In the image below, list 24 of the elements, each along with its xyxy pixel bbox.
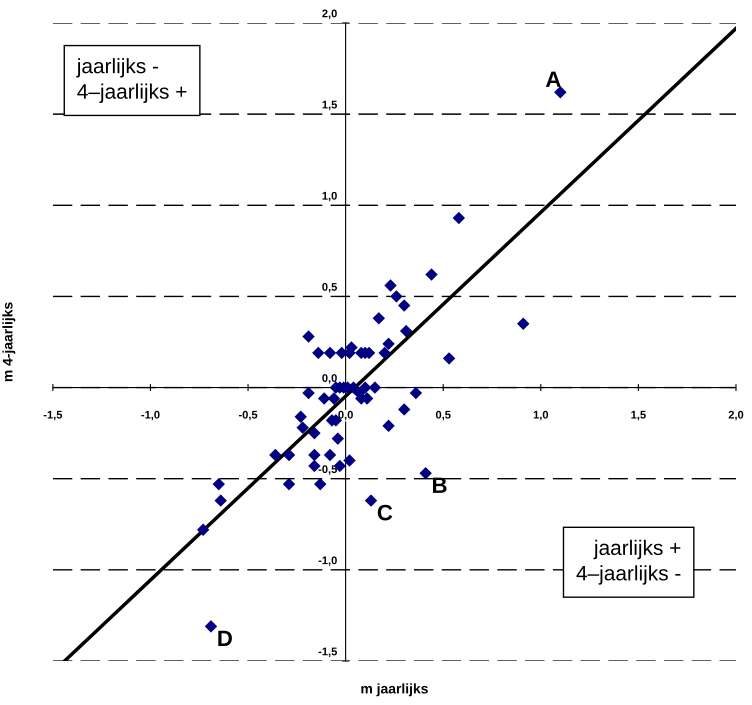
annotation: jaarlijks + 4–jaarlijks - <box>576 540 680 585</box>
y-tick-label: -1,0 <box>318 556 337 566</box>
x-tick-label: -1,0 <box>141 410 160 420</box>
x-tick-label: 0,0 <box>338 410 353 420</box>
y-tick-label: 1,0 <box>322 192 337 202</box>
x-tick-label: 1,5 <box>631 410 646 420</box>
y-tick-label: 0,5 <box>322 282 337 292</box>
y-tick-label: 1,5 <box>322 100 337 110</box>
y-axis-title: m 4-jaarlijks <box>2 302 16 382</box>
annotation: C <box>378 504 392 520</box>
x-axis-title: m jaarlijks <box>361 683 428 696</box>
x-tick-label: -1,5 <box>44 410 62 420</box>
annotation: A <box>546 72 561 87</box>
y-tick-label: 2,0 <box>322 10 337 20</box>
x-tick-label: 2,0 <box>728 410 744 420</box>
annotation: D <box>218 630 232 646</box>
y-tick-label: 0,0 <box>322 374 337 384</box>
x-tick-label: -0,5 <box>238 410 258 420</box>
x-tick-label: 1,0 <box>534 410 548 420</box>
y-tick-label: -1,5 <box>318 648 337 658</box>
annotation: B <box>433 478 447 493</box>
y-tick-label: -0,5 <box>318 465 337 475</box>
annotation: jaarlijks - 4–jaarlijks + <box>76 58 186 103</box>
x-tick-label: 0,5 <box>436 410 451 420</box>
